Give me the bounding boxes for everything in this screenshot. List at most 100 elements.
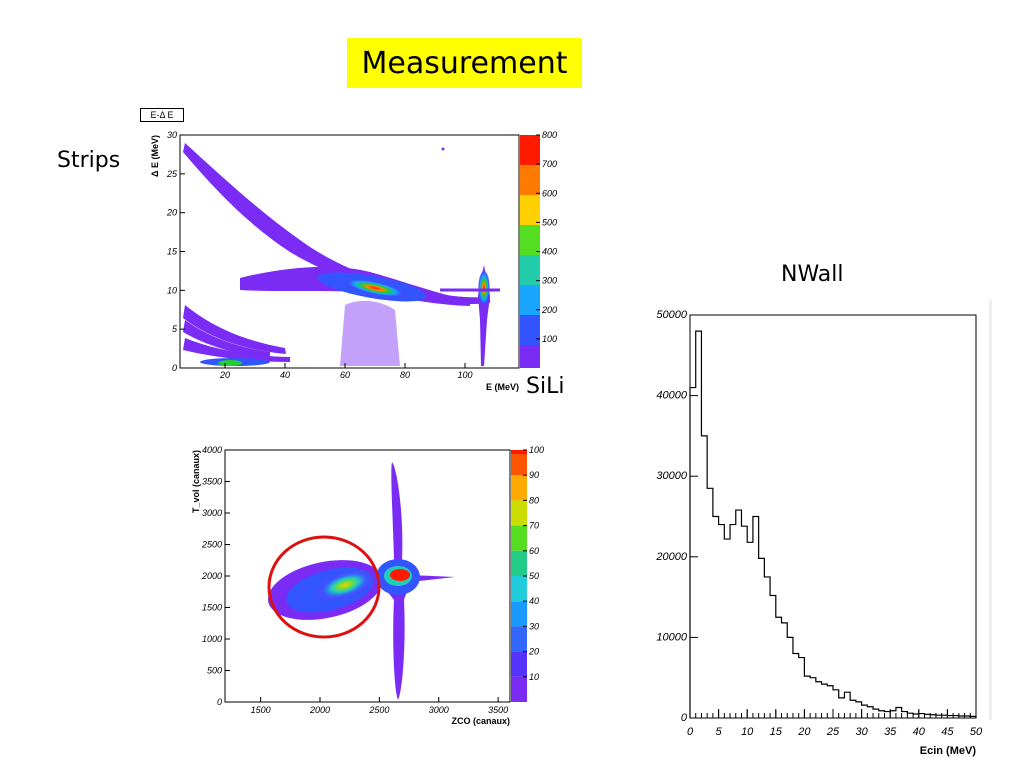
hist-bin (907, 713, 913, 718)
hist-bin (713, 517, 719, 719)
colorbar-band (511, 475, 527, 501)
hist-bin (799, 658, 805, 718)
x-tick-label: 3000 (429, 705, 449, 715)
hist-bin (902, 712, 908, 718)
x-tick-label: 2500 (368, 705, 389, 715)
x-tick-label: 35 (884, 726, 897, 738)
hist-bin (759, 558, 765, 718)
x-axis-label: ZCO (canaux) (451, 716, 510, 726)
strips-label: Strips (57, 148, 121, 173)
y-axis-label: T_vol (canaux) (191, 450, 201, 513)
hist-bin (753, 517, 759, 719)
colorbar-band (511, 500, 527, 526)
y-tick-label: 5 (172, 324, 178, 334)
hist-bin (724, 539, 730, 718)
colorbar-tick-label: 90 (529, 470, 539, 480)
y-tick-label: 25 (166, 169, 178, 179)
hist-bin (736, 510, 742, 718)
x-tick-label: 3500 (488, 705, 508, 715)
sili-label: SiLi (526, 374, 565, 399)
colorbar-tick-label: 800 (542, 130, 557, 140)
tvol-zco-density (267, 462, 455, 700)
x-tick-label: 15 (770, 726, 783, 738)
y-tick-label: 2500 (201, 540, 222, 550)
hist-bin (804, 676, 810, 718)
hist-bin (707, 488, 713, 718)
hist-bin (747, 542, 753, 718)
colorbar-tick-label: 20 (528, 647, 539, 657)
hist-bin (730, 525, 736, 718)
colorbar-tick-label: 100 (529, 445, 544, 455)
y-tick-label: 30 (167, 130, 177, 140)
colorbar-tick-label: 70 (529, 521, 539, 531)
hist-bin (822, 684, 828, 718)
hist-bin (839, 698, 845, 718)
y-tick-label: 4000 (202, 445, 222, 455)
y-tick-label: 0 (172, 363, 177, 373)
hist-bin (896, 708, 902, 718)
x-tick-label: 20 (797, 726, 811, 738)
colorbar-tick-label: 200 (541, 305, 557, 315)
hist-bin (827, 686, 833, 718)
hist-bin (890, 711, 896, 718)
y-tick-label: 10000 (656, 631, 687, 643)
hist-bin (816, 682, 822, 718)
hist-bin (879, 711, 885, 718)
x-tick-label: 2000 (309, 705, 330, 715)
hist-bin (741, 526, 747, 718)
x-tick-label: 0 (687, 726, 694, 738)
y-tick-label: 2000 (201, 571, 222, 581)
x-tick-label: 10 (741, 726, 754, 738)
y-tick-label: 0 (681, 712, 688, 724)
hist-bin (856, 702, 862, 718)
hist-outline (689, 330, 977, 718)
x-tick-label: 5 (716, 726, 723, 738)
y-tick-label: 20000 (655, 551, 687, 563)
hist-bin (719, 525, 725, 718)
de-e-colorbar (520, 135, 540, 368)
x-tick-label: 40 (280, 370, 290, 380)
colorbar-band (511, 525, 527, 551)
colorbar-band (511, 651, 527, 677)
colorbar-band (511, 676, 527, 702)
colorbar-tick-label: 40 (529, 596, 539, 606)
colorbar-band (511, 450, 527, 476)
x-tick-label: 60 (340, 370, 350, 380)
hist-bin (696, 331, 702, 718)
hist-bin (919, 714, 925, 718)
x-tick-label: 50 (970, 726, 983, 738)
y-tick-label: 10 (167, 285, 177, 295)
x-tick-label: 100 (457, 370, 472, 380)
hist-bin (810, 678, 816, 718)
hist-bin (793, 654, 799, 718)
nwall-histogram: 0 5 10 15 20 25 30 35 40 45 50 0 10000 20000 30000 4000… (655, 300, 992, 757)
y-tick-label: 30000 (656, 470, 687, 482)
colorbar-tick-label: 100 (542, 334, 557, 344)
colorbar-tick-label: 400 (542, 247, 557, 257)
colorbar-tick-label: 10 (529, 672, 539, 682)
x-tick-label: 80 (400, 370, 410, 380)
hist-bin (833, 690, 839, 718)
hist-bin (770, 595, 776, 718)
y-tick-label: 15 (167, 247, 178, 257)
colorbar-band (511, 550, 527, 576)
colorbar-tick-label: 80 (529, 495, 539, 505)
x-axis-label: E (MeV) (486, 382, 519, 392)
hist-bin (913, 714, 919, 718)
y-tick-label: 50000 (656, 309, 687, 321)
y-tick-label: 20 (166, 208, 177, 218)
hist-bin (782, 623, 788, 718)
x-tick-label: 20 (219, 370, 230, 380)
nwall-bins (689, 330, 977, 719)
nwall-label: NWall (781, 262, 844, 287)
colorbar-tick-label: 600 (542, 188, 557, 198)
colorbar-band (511, 576, 527, 602)
tvol-zco-plot: 1500 2000 2500 3000 3500 0 500 1000 1500 2000 2500… (191, 445, 544, 726)
y-tick-label: 0 (217, 697, 222, 707)
y-tick-label: 1500 (202, 603, 222, 613)
de-e-density (183, 143, 500, 366)
hist-bin (884, 712, 890, 718)
hist-bin (701, 436, 707, 718)
colorbar-tick-label: 60 (529, 546, 539, 556)
